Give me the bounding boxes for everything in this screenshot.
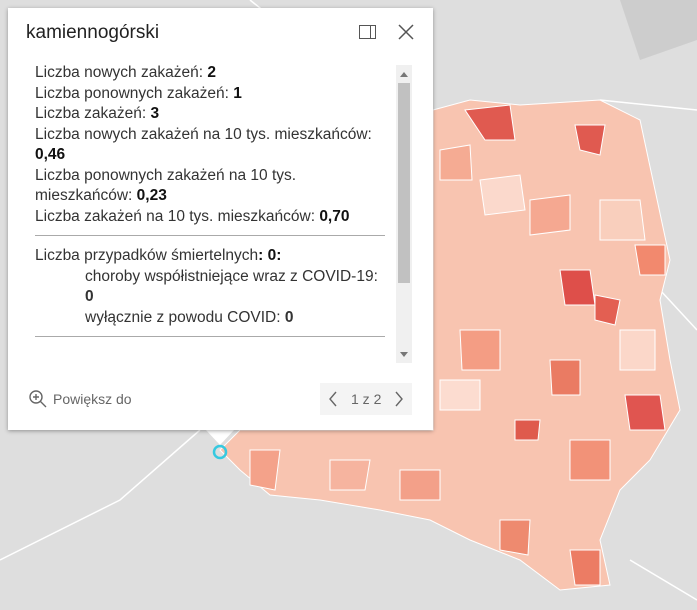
next-button[interactable] bbox=[392, 389, 406, 409]
districts bbox=[249, 104, 666, 586]
field-label: Liczba nowych zakażeń na 10 tys. mieszka… bbox=[35, 125, 372, 143]
deaths-item-label: choroby współistniejące wraz z COVID-19: bbox=[85, 267, 378, 285]
field-value: 0,70 bbox=[319, 207, 350, 225]
field: Liczba zakażeń na 10 tys. mieszkańców: 0,… bbox=[35, 207, 385, 228]
pager: 1 z 2 bbox=[320, 383, 412, 415]
pager-text: 1 z 2 bbox=[351, 391, 382, 407]
field: Liczba zakażeń: 3 bbox=[35, 104, 385, 125]
sea bbox=[430, 0, 697, 60]
deaths-item: wyłącznie z powodu COVID: 0 bbox=[35, 308, 385, 329]
field-label: Liczba ponownych zakażeń na 10 tys. mies… bbox=[35, 166, 297, 205]
field: Liczba nowych zakażeń: 2 bbox=[35, 63, 385, 84]
popup: kamiennogórski Liczba nowych zakażeń: 2 Li… bbox=[8, 8, 433, 430]
deaths: Liczba przypadków śmiertelnych: 0: bbox=[35, 246, 385, 267]
field-label: Liczba zakażeń na 10 tys. mieszkańców: bbox=[35, 207, 315, 225]
deaths-item-label: wyłącznie z powodu COVID: bbox=[85, 308, 281, 326]
deaths-value: : 0: bbox=[258, 247, 282, 264]
field-value: 1 bbox=[233, 84, 242, 102]
deaths-item-value: 0 bbox=[284, 308, 294, 326]
field-label: Liczba zakażeń: bbox=[35, 105, 147, 122]
popup-title: kamiennogórski bbox=[26, 22, 160, 43]
field-label: Liczba ponownych zakażeń: bbox=[35, 84, 229, 102]
close-button[interactable] bbox=[396, 22, 416, 42]
zoom-icon bbox=[29, 390, 47, 408]
scrollbar[interactable] bbox=[396, 65, 412, 363]
field-value: 0,23 bbox=[136, 187, 167, 204]
field-label: Liczba nowych zakażeń: bbox=[35, 64, 204, 81]
field: Liczba ponownych zakażeń: 1 bbox=[35, 84, 385, 105]
border-line bbox=[0, 99, 697, 601]
field-value: 2 bbox=[207, 64, 216, 81]
divider bbox=[35, 235, 385, 236]
zoom-to-link[interactable]: Powiększ do bbox=[53, 391, 132, 407]
field-value: 0,46 bbox=[35, 146, 66, 163]
divider bbox=[35, 336, 385, 337]
field: Liczba nowych zakażeń na 10 tys. mieszka… bbox=[35, 125, 385, 166]
deaths-item-value: 0 bbox=[85, 288, 94, 305]
deaths-label: Liczba przypadków śmiertelnych bbox=[35, 247, 259, 264]
dock-button[interactable] bbox=[358, 22, 378, 42]
popup-content: Liczba nowych zakażeń: 2 Liczba ponownych … bbox=[35, 63, 385, 363]
prev-button[interactable] bbox=[326, 389, 340, 409]
popup-pointer bbox=[205, 429, 235, 445]
field: Liczba ponownych zakażeń na 10 tys. mies… bbox=[35, 166, 385, 207]
selected-district bbox=[212, 444, 228, 460]
scroll-thumb[interactable] bbox=[398, 83, 410, 283]
field-value: 3 bbox=[150, 105, 160, 122]
deaths-item: choroby współistniejące wraz z COVID-19:… bbox=[35, 267, 385, 308]
